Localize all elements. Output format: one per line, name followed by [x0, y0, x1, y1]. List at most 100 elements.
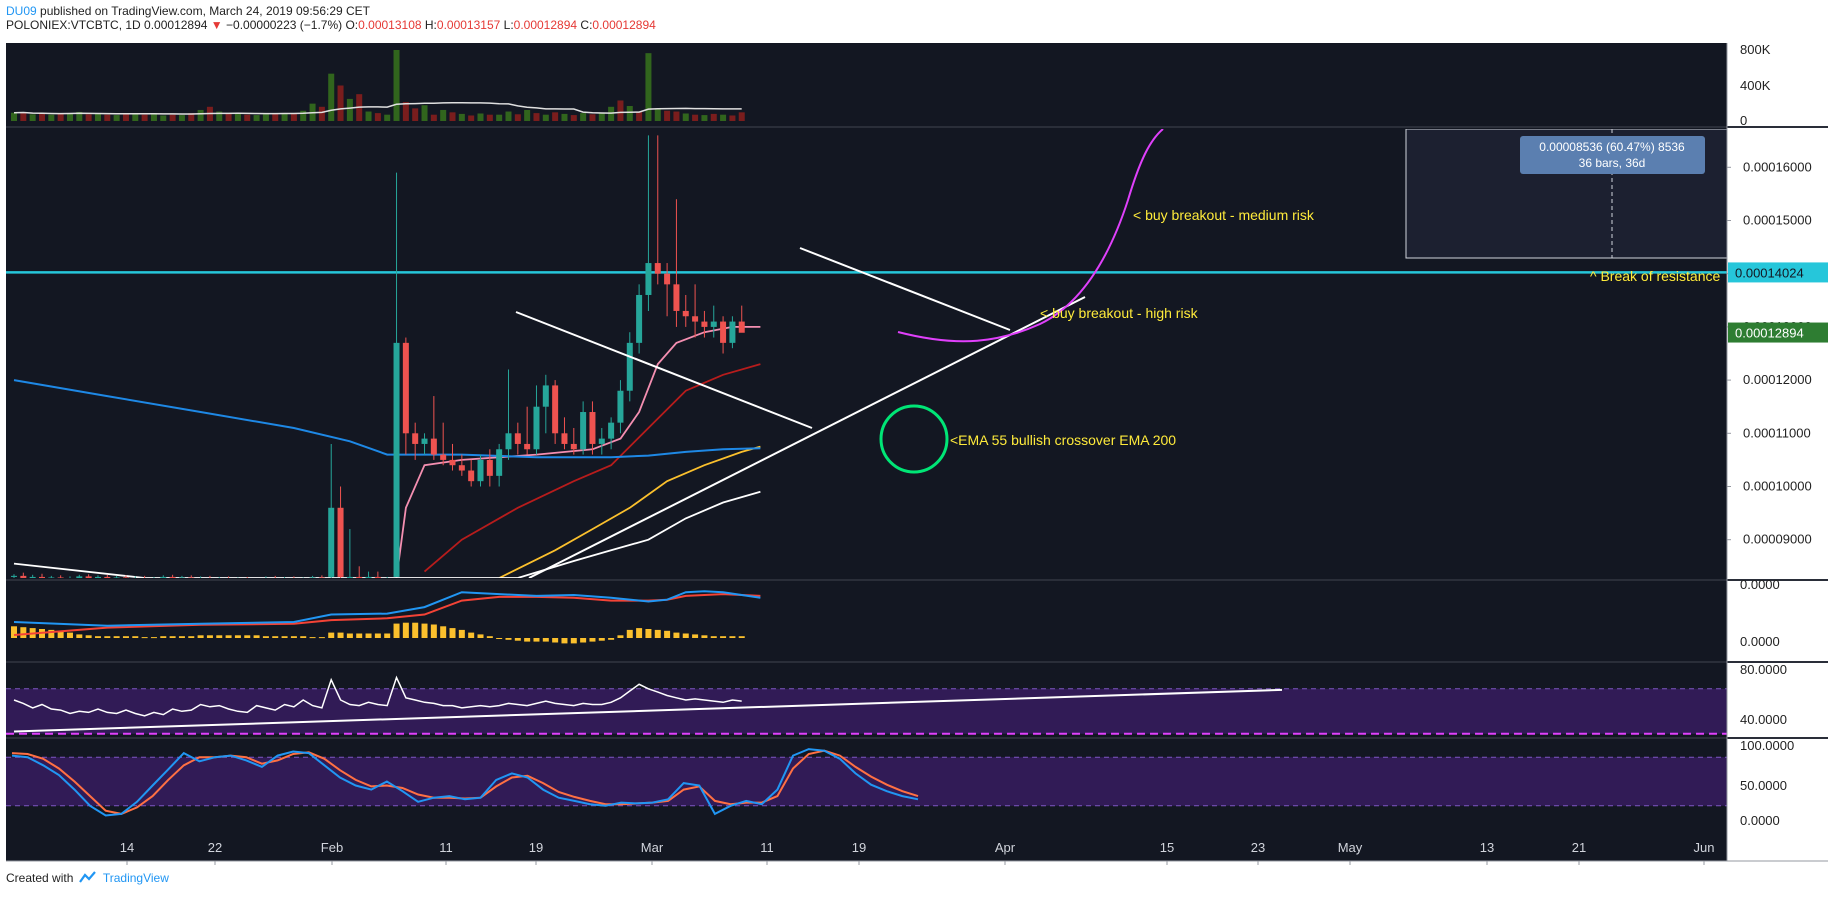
publish-info: published on TradingView.com, March 24, …: [40, 4, 371, 18]
macd-histogram-bar: [11, 626, 17, 638]
macd-histogram-bar: [626, 629, 633, 638]
macd-histogram-bar: [496, 638, 503, 639]
down-arrow-icon: ▼: [210, 18, 223, 32]
macd-histogram-bar: [421, 623, 428, 638]
macd-histogram-bar: [94, 636, 101, 638]
annotation-buy-medium: < buy breakout - medium risk: [1133, 207, 1315, 223]
macd-histogram-bar: [318, 637, 325, 639]
candle-body: [692, 316, 699, 322]
low-label: L:: [503, 18, 514, 32]
candle-body: [505, 433, 512, 450]
candle-body: [188, 577, 195, 578]
volume-bar: [216, 111, 223, 121]
price-axis[interactable]: [1727, 43, 1828, 861]
rsi-trendline: [13, 688, 1283, 733]
volume-bar: [169, 114, 176, 121]
candle-body: [486, 459, 493, 476]
macd-histogram-bar: [206, 635, 213, 638]
candle-body: [104, 576, 111, 578]
candle-body: [552, 385, 559, 434]
volume-bar: [384, 114, 391, 121]
volume-ma-line: [13, 102, 742, 115]
macd-histogram-bar: [729, 636, 736, 638]
time-tick-label: 11: [439, 840, 453, 855]
macd-histogram-bar: [113, 636, 120, 638]
tradingview-logo-icon: [78, 871, 97, 886]
candle-body: [542, 385, 549, 407]
candle-body: [412, 433, 419, 444]
volume-bar: [141, 114, 148, 121]
candle-body: [169, 576, 176, 578]
time-tick-label: Mar: [641, 840, 664, 855]
candle-body: [122, 577, 129, 578]
volume-bar: [244, 114, 251, 121]
volume-bar: [701, 115, 708, 121]
volume-bar: [66, 113, 73, 121]
volume-bar: [337, 85, 344, 121]
candle-body: [402, 342, 409, 434]
volume-bar: [365, 111, 372, 121]
volume-bar: [580, 113, 587, 121]
volume-bar: [262, 114, 269, 121]
candle-body: [38, 576, 45, 578]
candle-body: [654, 263, 661, 274]
ema-200-line: [13, 379, 761, 459]
macd-histogram-bar: [141, 637, 148, 639]
volume-bar: [458, 113, 465, 121]
volume-bar: [188, 113, 195, 121]
volume-bar: [710, 113, 717, 121]
time-tick-label: 19: [529, 840, 543, 855]
volume-bar: [346, 98, 353, 121]
time-tick-label: 11: [760, 840, 774, 855]
volume-bar: [48, 114, 55, 121]
candle-body: [76, 576, 83, 578]
volume-bar: [654, 108, 661, 121]
ema-fast-line: [395, 326, 761, 578]
macd-histogram-bar: [533, 638, 540, 642]
macd-histogram-bar: [598, 638, 605, 641]
macd-histogram-bar: [132, 636, 139, 638]
price-pane: [6, 129, 1727, 578]
volume-bar: [636, 111, 643, 121]
author-name[interactable]: DU09: [6, 4, 37, 18]
macd-histogram-bar: [412, 622, 419, 638]
candle-body: [533, 406, 540, 450]
close-value: 0.00012894: [592, 18, 656, 32]
projection-curve: [897, 129, 1164, 343]
candle-body: [729, 321, 736, 343]
time-tick-label: 21: [1572, 840, 1586, 855]
macd-histogram-bar: [524, 638, 531, 642]
macd-histogram-bar: [104, 636, 111, 638]
candle-body: [346, 576, 353, 578]
candle-body: [580, 412, 587, 450]
volume-bar: [132, 113, 139, 121]
volume-bar: [412, 108, 419, 121]
volume-bar: [150, 113, 157, 121]
volume-bar: [29, 114, 36, 121]
volume-bar: [542, 114, 549, 121]
volume-bar: [402, 102, 409, 121]
low-value: 0.00012894: [513, 18, 578, 32]
macd-histogram-bar: [645, 629, 652, 638]
candle-body: [11, 575, 17, 577]
volume-bar: [20, 112, 27, 121]
resistance-price-tag: [1728, 262, 1828, 283]
candle-body: [524, 443, 531, 450]
candle-body: [589, 412, 596, 444]
macd-histogram-bar: [682, 633, 689, 638]
tradingview-link[interactable]: TradingView: [102, 871, 169, 885]
candle-body: [374, 576, 381, 578]
macd-histogram-bar: [664, 630, 671, 638]
ema-mid-line: [423, 363, 761, 573]
macd-histogram-bar: [608, 638, 615, 640]
candle-body: [356, 576, 363, 578]
macd-histogram-bar: [393, 623, 400, 638]
candle-body: [608, 422, 615, 439]
macd-histogram-bar: [281, 636, 288, 638]
stoch-rsi-pane: [6, 748, 1727, 817]
rsi-pane: [6, 675, 1727, 735]
annotation-ema-cross: <EMA 55 bullish crossover EMA 200: [950, 432, 1176, 448]
volume-bar: [234, 113, 241, 121]
candle-body: [440, 454, 447, 460]
